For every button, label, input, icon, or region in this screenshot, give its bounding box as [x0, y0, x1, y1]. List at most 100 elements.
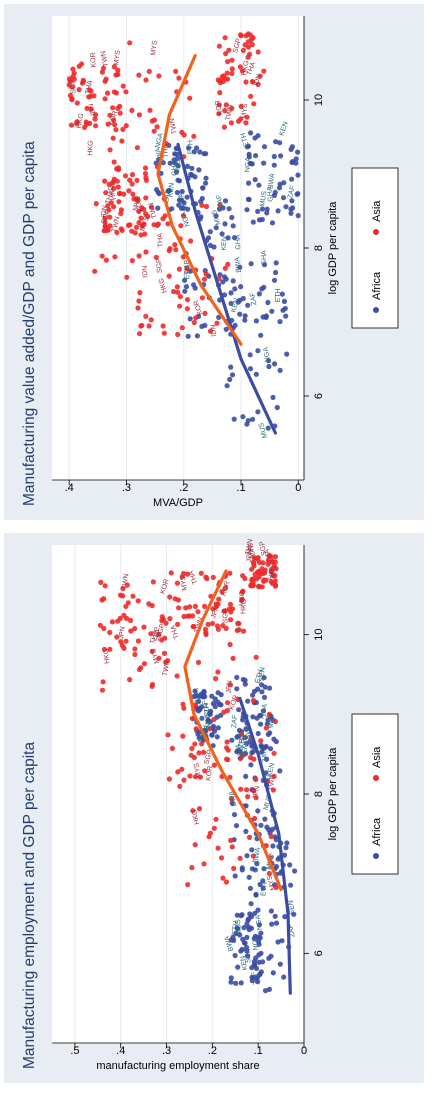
africa-point-label: ZAF: [249, 292, 258, 306]
asia-point: [243, 79, 249, 85]
africa-point-label: KEN: [266, 762, 276, 778]
africa-point: [255, 409, 261, 415]
asia-point-label: JPN: [246, 549, 253, 562]
africa-point: [269, 921, 275, 927]
africa-point: [191, 149, 197, 155]
asia-point: [180, 254, 186, 260]
asia-point: [126, 188, 132, 194]
africa-point: [174, 189, 180, 196]
asia-point: [163, 620, 169, 626]
africa-point: [246, 916, 252, 922]
asia-point: [269, 559, 276, 565]
asia-point: [111, 176, 117, 182]
asia-point-label: TWN: [121, 573, 130, 590]
asia-point: [118, 207, 125, 213]
asia-point: [124, 582, 130, 588]
asia-point: [136, 220, 142, 226]
asia-point: [115, 71, 121, 78]
asia-point: [272, 718, 278, 725]
asia-point: [187, 95, 193, 101]
asia-point-label: SGP: [100, 208, 112, 225]
asia-point: [227, 570, 233, 576]
africa-point: [244, 944, 250, 950]
africa-point: [248, 901, 254, 907]
africa-point: [231, 235, 238, 241]
asia-point: [125, 600, 131, 606]
africa-point: [251, 688, 258, 694]
asia-point: [189, 715, 195, 722]
asia-point: [175, 621, 181, 627]
africa-point: [256, 217, 263, 223]
asia-point: [123, 89, 129, 95]
asia-point-label: SGP: [156, 258, 164, 274]
asia-point: [115, 184, 121, 190]
africa-point: [209, 732, 215, 738]
asia-point-label: MYS: [132, 195, 142, 212]
africa-point: [234, 734, 240, 740]
africa-point: [251, 974, 257, 981]
africa-point: [249, 743, 255, 749]
asia-point-label: THA: [85, 79, 95, 94]
asia-point: [227, 601, 234, 607]
africa-point-label: ETH: [232, 921, 240, 936]
africa-point: [255, 907, 261, 913]
asia-point: [197, 774, 203, 780]
africa-point: [199, 704, 205, 710]
africa-point: [252, 910, 258, 916]
asia-point-label: THA: [188, 569, 199, 585]
asia-point: [83, 119, 89, 125]
asia-point: [114, 634, 120, 640]
asia-point: [186, 613, 192, 619]
africa-point-label: ZAF: [261, 749, 270, 763]
asia-point: [173, 68, 179, 74]
asia-point-label: TWN: [148, 202, 159, 219]
asia-point: [272, 554, 279, 560]
asia-point: [249, 42, 255, 48]
asia-point: [255, 49, 261, 55]
x-tick-label: 6: [313, 950, 325, 956]
asia-point: [265, 561, 271, 567]
africa-point-label: KEN: [202, 719, 213, 735]
asia-point: [261, 68, 267, 74]
africa-point: [186, 145, 192, 151]
africa-point: [183, 284, 190, 290]
africa-point: [215, 725, 221, 731]
asia-point: [129, 172, 136, 178]
africa-point: [242, 681, 248, 687]
africa-point-label: MUS: [174, 159, 182, 175]
asia-point: [237, 755, 243, 762]
africa-point: [266, 955, 272, 961]
asia-point: [219, 589, 225, 595]
asia-point: [193, 315, 199, 321]
africa-point: [273, 260, 279, 266]
africa-point: [230, 278, 236, 284]
asia-point: [222, 585, 229, 591]
asia-point: [252, 571, 258, 577]
africa-point: [234, 686, 240, 692]
y-tick-label: .3: [162, 1045, 171, 1057]
africa-point: [265, 425, 271, 431]
y-tick-label: .2: [208, 1045, 217, 1057]
chart-panel: Manufacturing employment and GDP per cap…: [4, 533, 424, 1083]
asia-point: [101, 646, 108, 652]
africa-point-label: ETH: [260, 882, 269, 897]
asia-point: [174, 284, 180, 290]
africa-point-label: MUS: [258, 422, 269, 439]
africa-point: [256, 922, 262, 928]
asia-point: [143, 249, 149, 255]
asia-point: [142, 165, 149, 171]
asia-point-label: TWN: [225, 104, 235, 121]
asia-point-label: KOR: [90, 52, 98, 67]
africa-point: [238, 980, 244, 986]
asia-point: [175, 331, 181, 338]
asia-point-label: TWN: [169, 118, 179, 135]
asia-point: [190, 808, 196, 814]
asia-point: [185, 882, 191, 888]
asia-point: [192, 702, 199, 708]
asia-point: [110, 105, 116, 111]
africa-point: [211, 728, 218, 734]
africa-point: [192, 174, 198, 180]
africa-point: [189, 165, 195, 171]
x-tick-label: 6: [313, 393, 325, 399]
